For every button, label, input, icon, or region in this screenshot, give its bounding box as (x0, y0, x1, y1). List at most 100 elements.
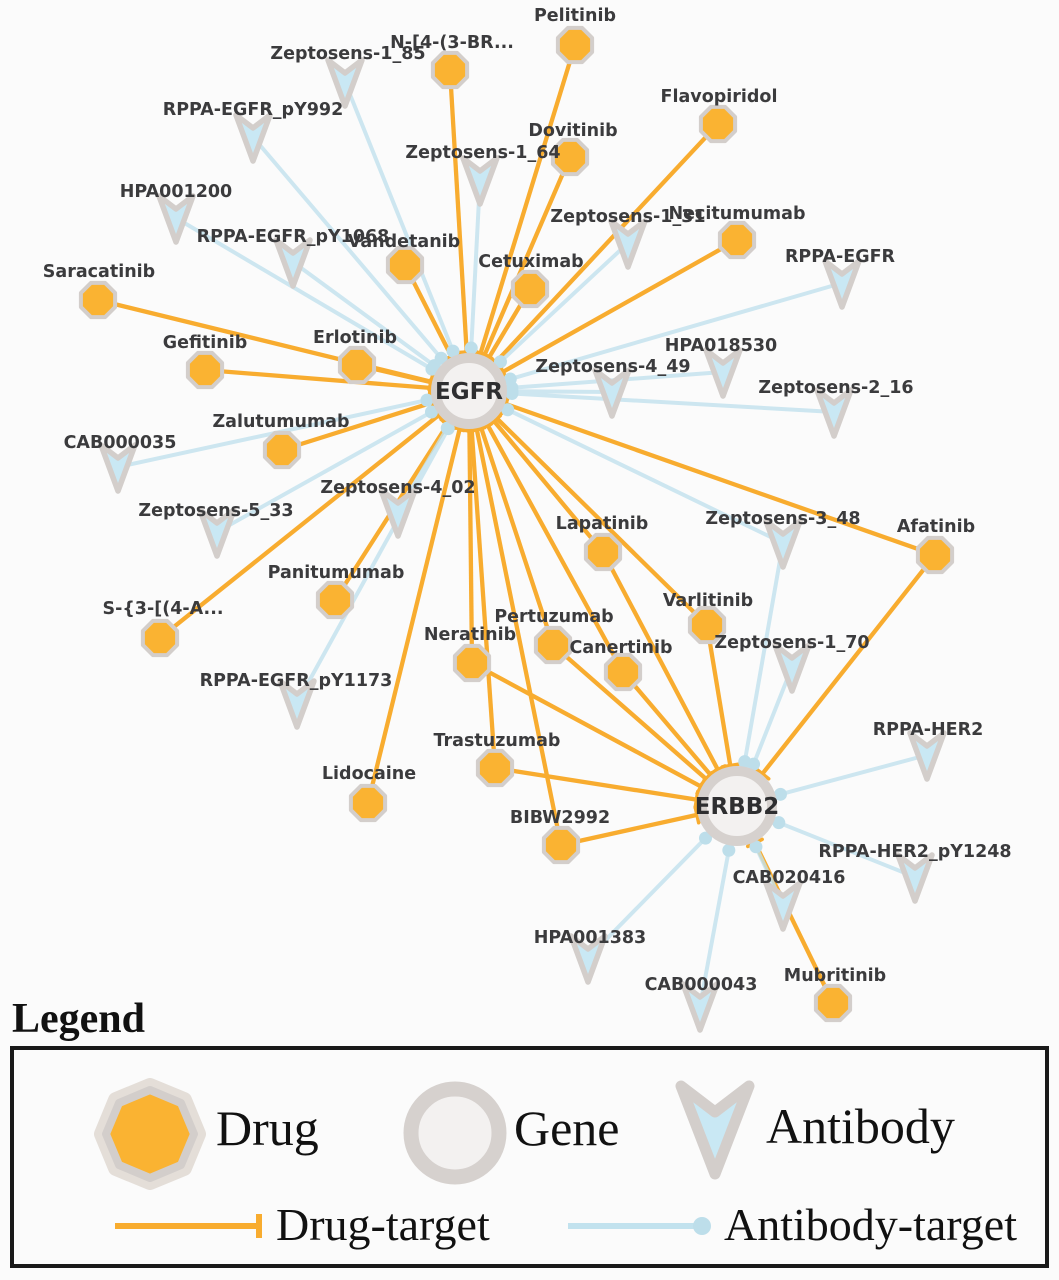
edge-zeptosens_5_33-egfr (216, 410, 433, 534)
antibody-node-zeptosens_5_33[interactable] (197, 507, 237, 559)
edge-necitumumab-egfr (501, 238, 739, 374)
drug-node-vandetanib[interactable] (385, 245, 425, 285)
antibody-node-rppa_egfr_py1173[interactable] (277, 678, 317, 730)
edge-flavopiridol-egfr (494, 122, 720, 364)
edge-zeptosens_3_48-erbb2 (742, 542, 785, 763)
drug-node-panitumumab[interactable] (315, 580, 355, 620)
edge-gefitinib-egfr (204, 367, 431, 391)
antibody-legend-icon (675, 1080, 755, 1180)
node-label-neratinib: Neratinib (424, 625, 516, 645)
antibody-node-zeptosens_1_64[interactable] (460, 155, 500, 207)
edge-dot-zeptosens_1_64 (464, 341, 478, 355)
drug-node-bibw2992[interactable] (541, 825, 581, 865)
edge-pertuzumab-egfr (479, 427, 556, 646)
antibody-target-legend-icon (568, 1217, 711, 1235)
drug-node-mubritinib[interactable] (813, 983, 853, 1023)
node-label-dovitinib: Dovitinib (528, 121, 617, 141)
drug-node-flavopiridol[interactable] (698, 104, 738, 144)
antibody-node-hpa018530[interactable] (703, 347, 743, 399)
antibody-node-rppa_egfr_py1068[interactable] (273, 237, 313, 289)
gene-node-egfr[interactable] (431, 353, 507, 429)
antibody-node-hpa001383[interactable] (568, 933, 608, 985)
gene-legend-icon (403, 1081, 507, 1185)
antibody-node-zeptosens_4_02[interactable] (378, 487, 418, 539)
node-label-rppa_her2_py1248: RPPA-HER2_pY1248 (818, 842, 1011, 862)
drug-node-lapatinib[interactable] (583, 532, 623, 572)
drug-node-s_3_4_a[interactable] (140, 618, 180, 658)
antibody-node-cab000035[interactable] (98, 442, 138, 494)
node-label-rppa_egfr: RPPA-EGFR (785, 247, 896, 267)
antibody-node-rppa_her2_py1248[interactable] (895, 852, 935, 904)
node-label-n_4_3_br: N-[4-(3-BR... (390, 33, 514, 53)
antibody-node-zeptosens_1_31[interactable] (608, 218, 648, 270)
node-label-canertinib: Canertinib (570, 638, 673, 658)
node-label-pelitinib: Pelitinib (534, 6, 616, 26)
edge-zeptosens_1_31-egfr (499, 241, 630, 364)
antibody-node-rppa_egfr_py992[interactable] (233, 112, 273, 164)
drug-node-gefitinib[interactable] (185, 350, 225, 390)
node-label-saracatinib: Saracatinib (43, 262, 155, 282)
legend-title: Legend (12, 996, 146, 1042)
node-label-zeptosens_1_64: Zeptosens-1_64 (405, 143, 560, 163)
edge-dot-zeptosens_1_31 (493, 355, 507, 369)
drug-node-n_4_3_br[interactable] (430, 50, 470, 90)
node-label-zeptosens_4_02: Zeptosens-4_02 (320, 478, 475, 498)
edge-lapatinib-egfr (492, 419, 605, 554)
edge-dot-zeptosens_2_16 (505, 386, 519, 400)
node-label-rppa_egfr_py992: RPPA-EGFR_pY992 (163, 100, 344, 120)
edge-trastuzumab-erbb2 (494, 765, 697, 802)
drug-node-cetuximab[interactable] (510, 269, 550, 309)
drug-node-afatinib[interactable] (915, 535, 955, 575)
drug-octagon (102, 1086, 198, 1182)
antibody-node-zeptosens_4_49[interactable] (592, 367, 632, 419)
drug-node-saracatinib[interactable] (78, 280, 118, 320)
antibody-node-zeptosens_2_16[interactable] (814, 387, 854, 439)
drug-node-trastuzumab[interactable] (475, 748, 515, 788)
node-label-rppa_her2: RPPA-HER2 (873, 720, 984, 740)
edge-n_4_3_br-egfr (447, 69, 469, 353)
edge-zeptosens_3_48-egfr (506, 407, 784, 545)
antibody-node-cab000043[interactable] (680, 981, 720, 1033)
antibody-node-cab020416[interactable] (763, 880, 803, 932)
antibody-legend-label: Antibody (766, 1098, 955, 1154)
edge-rppa_egfr-egfr (509, 281, 843, 381)
antibody-target-legend-label: Antibody-target (724, 1199, 1017, 1250)
drug-node-lidocaine[interactable] (348, 783, 388, 823)
node-label-mubritinib: Mubritinib (784, 966, 886, 986)
antibody-node-rppa_her2[interactable] (907, 730, 947, 782)
edge-pelitinib-egfr (478, 44, 578, 355)
drug-node-erlotinib[interactable] (337, 345, 377, 385)
antibody-node-rppa_egfr[interactable] (822, 258, 862, 310)
drug-node-necitumumab[interactable] (717, 220, 757, 260)
antibody-node-zeptosens_3_48[interactable] (763, 518, 803, 570)
edge-endpoint-markers (420, 341, 787, 857)
drug-target-legend-label: Drug-target (276, 1199, 490, 1250)
drug-node-neratinib[interactable] (452, 643, 492, 683)
drug-node-pertuzumab[interactable] (533, 625, 573, 665)
drug-node-dovitinib[interactable] (550, 137, 590, 177)
drug-node-pelitinib[interactable] (555, 25, 595, 65)
edge-tbar-varlitinib (720, 762, 740, 769)
edge-lapatinib-erbb2 (601, 550, 720, 771)
edge-dot-rppa_egfr_py1068 (427, 359, 441, 373)
edge-zeptosens_1_70-erbb2 (751, 666, 794, 765)
drug-node-zalutumumab[interactable] (262, 430, 302, 470)
edge-zeptosens_2_16-egfr (511, 391, 835, 414)
edge-tbar-erlotinib (427, 372, 435, 392)
edge-cab000043-erbb2 (698, 849, 731, 1007)
edge-varlitinib-erbb2 (704, 624, 733, 766)
antibody-node-hpa001200[interactable] (156, 193, 196, 245)
edge-rppa_egfr_py1173-egfr (295, 427, 450, 704)
nodes (78, 25, 955, 1033)
drug-node-canertinib[interactable] (603, 652, 643, 692)
antibody-node-zeptosens_1_85[interactable] (325, 57, 365, 109)
gene-node-erbb2[interactable] (697, 766, 777, 846)
drug-node-varlitinib[interactable] (687, 605, 727, 645)
edge-dot-cab000035 (420, 393, 434, 407)
node-label-zeptosens_1_85: Zeptosens-1_85 (270, 44, 425, 64)
node-label-hpa001383: HPA001383 (534, 928, 646, 948)
antibody-node-zeptosens_1_70[interactable] (772, 642, 812, 694)
edge-canertinib-egfr (485, 424, 625, 674)
node-label-hpa018530: HPA018530 (665, 336, 777, 356)
edge-dot-zeptosens_5_33 (424, 405, 438, 419)
